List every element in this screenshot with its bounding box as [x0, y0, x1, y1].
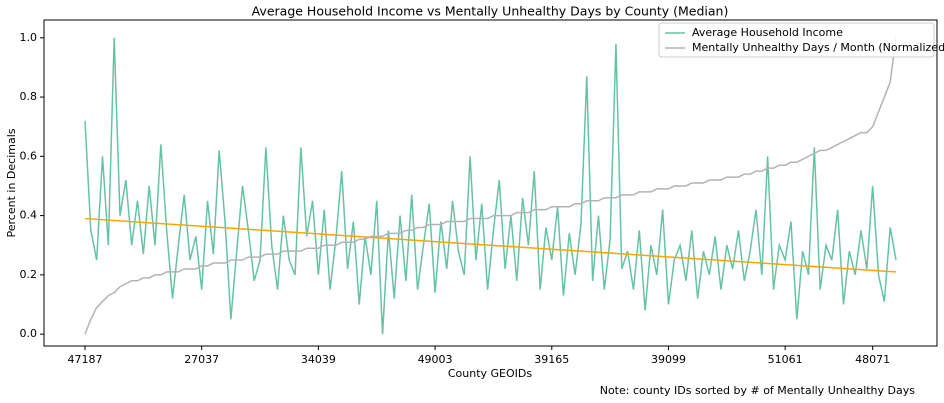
- legend-label: Mentally Unhealthy Days / Month (Normali…: [692, 41, 944, 54]
- plot-frame: [43, 19, 938, 347]
- y-axis-label: Percent in Decimals: [5, 128, 18, 237]
- x-tick-label: 51061: [768, 353, 803, 366]
- legend: Average Household Income Mentally Unhealt…: [658, 22, 944, 58]
- y-tick-label: 0.6: [20, 149, 38, 162]
- x-axis-label: County GEOIDs: [448, 367, 533, 380]
- y-tick-label: 0.0: [20, 327, 38, 340]
- legend-label: Average Household Income: [692, 26, 843, 39]
- x-tick-label: 47187: [68, 353, 103, 366]
- series-line: [84, 37, 897, 335]
- series-line: [84, 37, 897, 335]
- y-tick-label: 0.2: [20, 268, 38, 281]
- trend-line: [84, 217, 897, 273]
- x-tick-label: 49003: [418, 353, 453, 366]
- x-tick-label: 34039: [301, 353, 336, 366]
- x-tick-label: 27037: [184, 353, 219, 366]
- note: Note: county IDs sorted by # of Mentally…: [600, 384, 916, 397]
- legend-box: [658, 22, 935, 58]
- x-tick-label: 39165: [534, 353, 569, 366]
- y-tick-label: 0.8: [20, 90, 38, 103]
- x-tick-label: 48071: [855, 353, 890, 366]
- y-tick-label: 1.0: [20, 31, 38, 44]
- chart-title: Average Household Income vs Mentally Unh…: [252, 4, 729, 19]
- y-tick-label: 0.4: [20, 209, 38, 222]
- x-tick-label: 39099: [651, 353, 686, 366]
